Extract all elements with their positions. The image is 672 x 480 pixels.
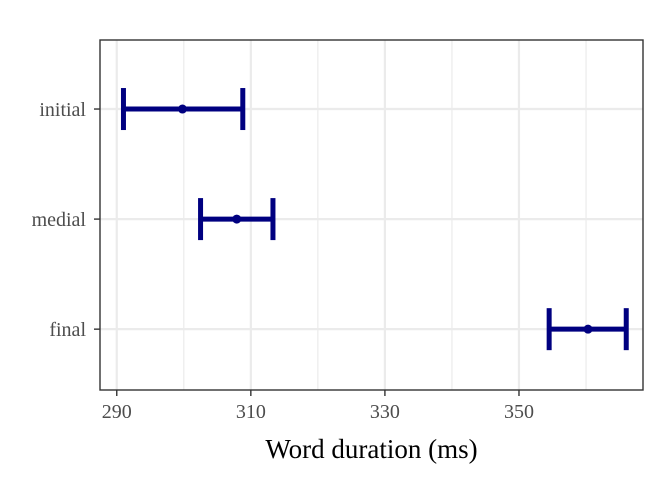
x-tick-label-330: 330 [370, 401, 400, 423]
y-tick-label-medial: medial [32, 209, 87, 231]
y-tick-label-initial: initial [39, 99, 86, 121]
x-tick-label-350: 350 [504, 401, 534, 423]
y-axis: initial medial final [32, 99, 100, 341]
x-tick-label-310: 310 [236, 401, 266, 423]
minor-gridlines [183, 40, 587, 390]
errorbar-final [546, 308, 629, 351]
errorbar-medial [198, 198, 276, 241]
error-bars [120, 88, 629, 351]
errorbar-initial [120, 88, 246, 131]
mean-point-medial [232, 214, 242, 224]
y-tick-label-final: final [49, 319, 86, 341]
mean-point-initial [177, 104, 187, 114]
x-axis: 290 310 330 350 [102, 390, 534, 423]
x-tick-label-290: 290 [102, 401, 132, 423]
panel-border [99, 39, 644, 391]
mean-point-final [583, 324, 593, 334]
x-axis-title: Word duration (ms) [265, 434, 477, 464]
